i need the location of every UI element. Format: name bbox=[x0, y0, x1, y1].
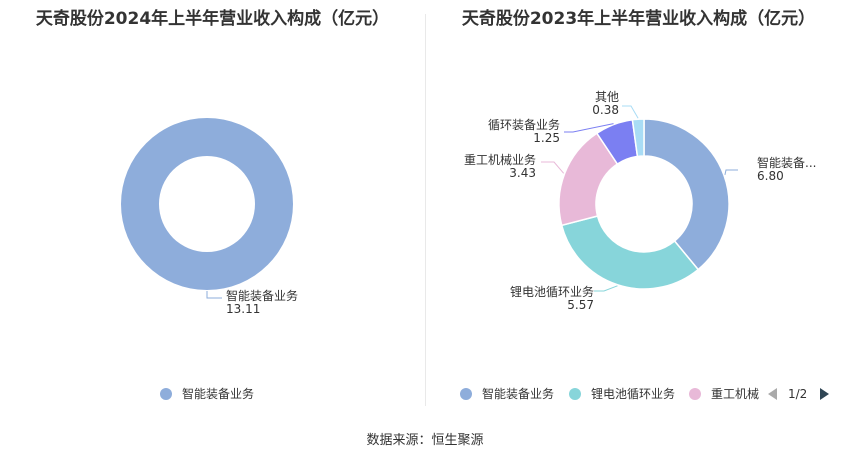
donut-slice[interactable] bbox=[631, 118, 645, 158]
legend-label: 智能装备业务 bbox=[482, 387, 555, 401]
slice-value-label: 6.80 bbox=[757, 169, 784, 183]
legend-marker bbox=[160, 388, 172, 400]
legend-pager: 1/2 bbox=[768, 384, 838, 404]
chart-panel-2024: 天奇股份2024年上半年营业收入构成（亿元） 智能装备业务 13.11 智能装备业… bbox=[0, 0, 425, 415]
legend-marker bbox=[460, 388, 472, 400]
donut-slice[interactable] bbox=[121, 118, 293, 290]
chart-panel-2023: 天奇股份2023年上半年营业收入构成（亿元） 智能装备... 6.80 锂电池循环业… bbox=[426, 0, 850, 415]
legend-prev-page-icon[interactable] bbox=[768, 388, 777, 400]
legend-2024: 智能装备业务 bbox=[0, 384, 425, 404]
legend-marker bbox=[569, 388, 581, 400]
data-source-note: 数据来源：恒生聚源 bbox=[366, 433, 484, 448]
legend-label: 锂电池循环业务 bbox=[591, 387, 676, 401]
slice-label: 其他 bbox=[595, 90, 619, 104]
slice-value-label: 3.43 bbox=[509, 166, 536, 180]
legend-page-indicator: 1/2 bbox=[788, 387, 808, 401]
slice-value-label: 1.25 bbox=[533, 131, 560, 145]
panel-divider bbox=[425, 14, 426, 406]
donut-slice[interactable] bbox=[643, 118, 730, 271]
slice-label: 智能装备... bbox=[757, 155, 816, 170]
chart-title-2023: 天奇股份2023年上半年营业收入构成（亿元） bbox=[461, 9, 816, 29]
legend-next-page-icon[interactable] bbox=[820, 388, 829, 400]
legend-label: 智能装备业务 bbox=[182, 387, 255, 401]
slice-label: 重工机械业务 bbox=[464, 152, 536, 167]
legend-2023: 智能装备业务 锂电池循环业务 重工机械 1/2 bbox=[426, 384, 850, 404]
slice-value-label: 0.38 bbox=[592, 103, 619, 117]
slice-label-line bbox=[622, 105, 639, 119]
slice-label: 循环装备业务 bbox=[488, 117, 560, 132]
legend-label: 重工机械 bbox=[711, 387, 760, 401]
donut-slice[interactable] bbox=[560, 215, 700, 290]
legend-marker bbox=[689, 388, 701, 400]
slice-label-line bbox=[564, 123, 614, 133]
slice-label: 锂电池循环业务 bbox=[510, 284, 594, 299]
slice-value-label: 13.11 bbox=[226, 302, 260, 316]
slice-value-label: 5.57 bbox=[567, 298, 594, 312]
slice-label-line bbox=[541, 161, 565, 174]
slice-label-line bbox=[206, 291, 222, 299]
slice-label: 智能装备业务 bbox=[226, 288, 298, 303]
slice-label-line bbox=[594, 285, 618, 292]
chart-title-2024: 天奇股份2024年上半年营业收入构成（亿元） bbox=[35, 9, 390, 29]
slice-label-line bbox=[724, 169, 738, 176]
